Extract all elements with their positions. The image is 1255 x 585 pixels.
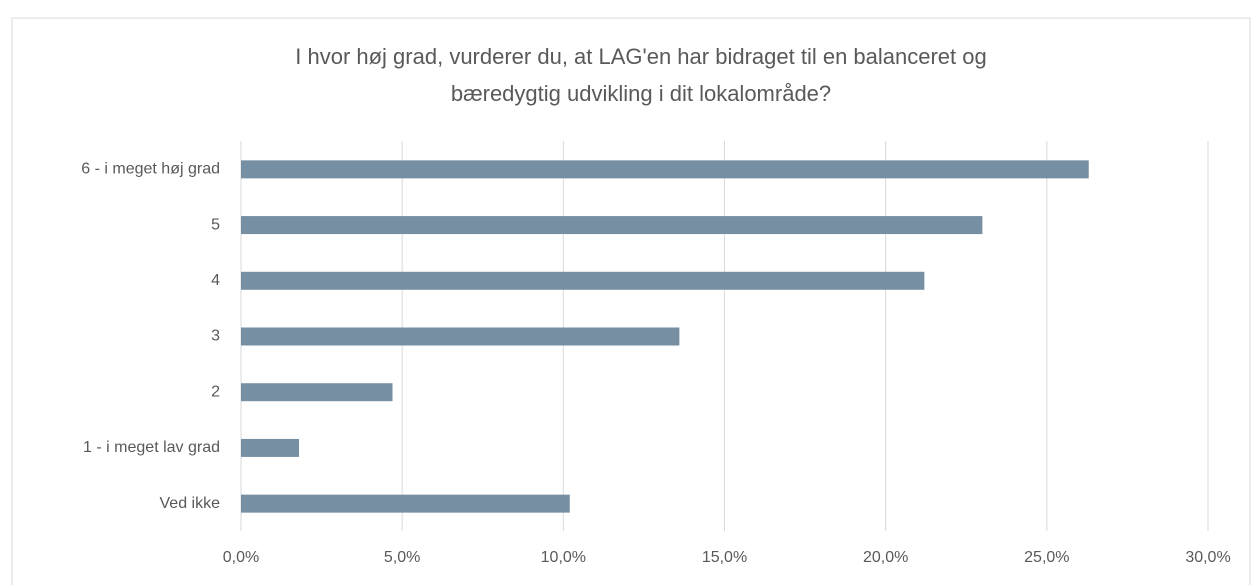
y-tick-label: 6 - i meget høj grad [81,161,220,178]
x-tick-label: 10,0% [541,549,586,566]
chart-border [11,17,1251,585]
bar [241,438,300,457]
x-tick-label: 30,0% [1185,549,1230,566]
x-tick-label: 15,0% [702,549,747,566]
bar [241,494,570,513]
bar [241,383,393,402]
x-tick-label: 5,0% [384,549,420,566]
bar [241,271,925,290]
x-tick-label: 25,0% [1024,549,1069,566]
x-tick-label: 20,0% [863,549,908,566]
x-tick-label: 0,0% [223,549,259,566]
bar [241,216,983,235]
y-tick-label: 2 [211,383,220,400]
y-tick-label: Ved ikke [160,495,221,512]
y-tick-label: 4 [211,272,220,289]
chart-title: I hvor høj grad, vurderer du, at LAG'en … [295,44,987,69]
bar [241,327,680,346]
bar [241,160,1089,179]
chart-title: bæredygtig udvikling i dit lokalområde? [451,81,831,106]
y-tick-label: 3 [211,328,220,345]
y-tick-label: 1 - i meget lav grad [83,439,220,456]
y-tick-label: 5 [211,216,220,233]
